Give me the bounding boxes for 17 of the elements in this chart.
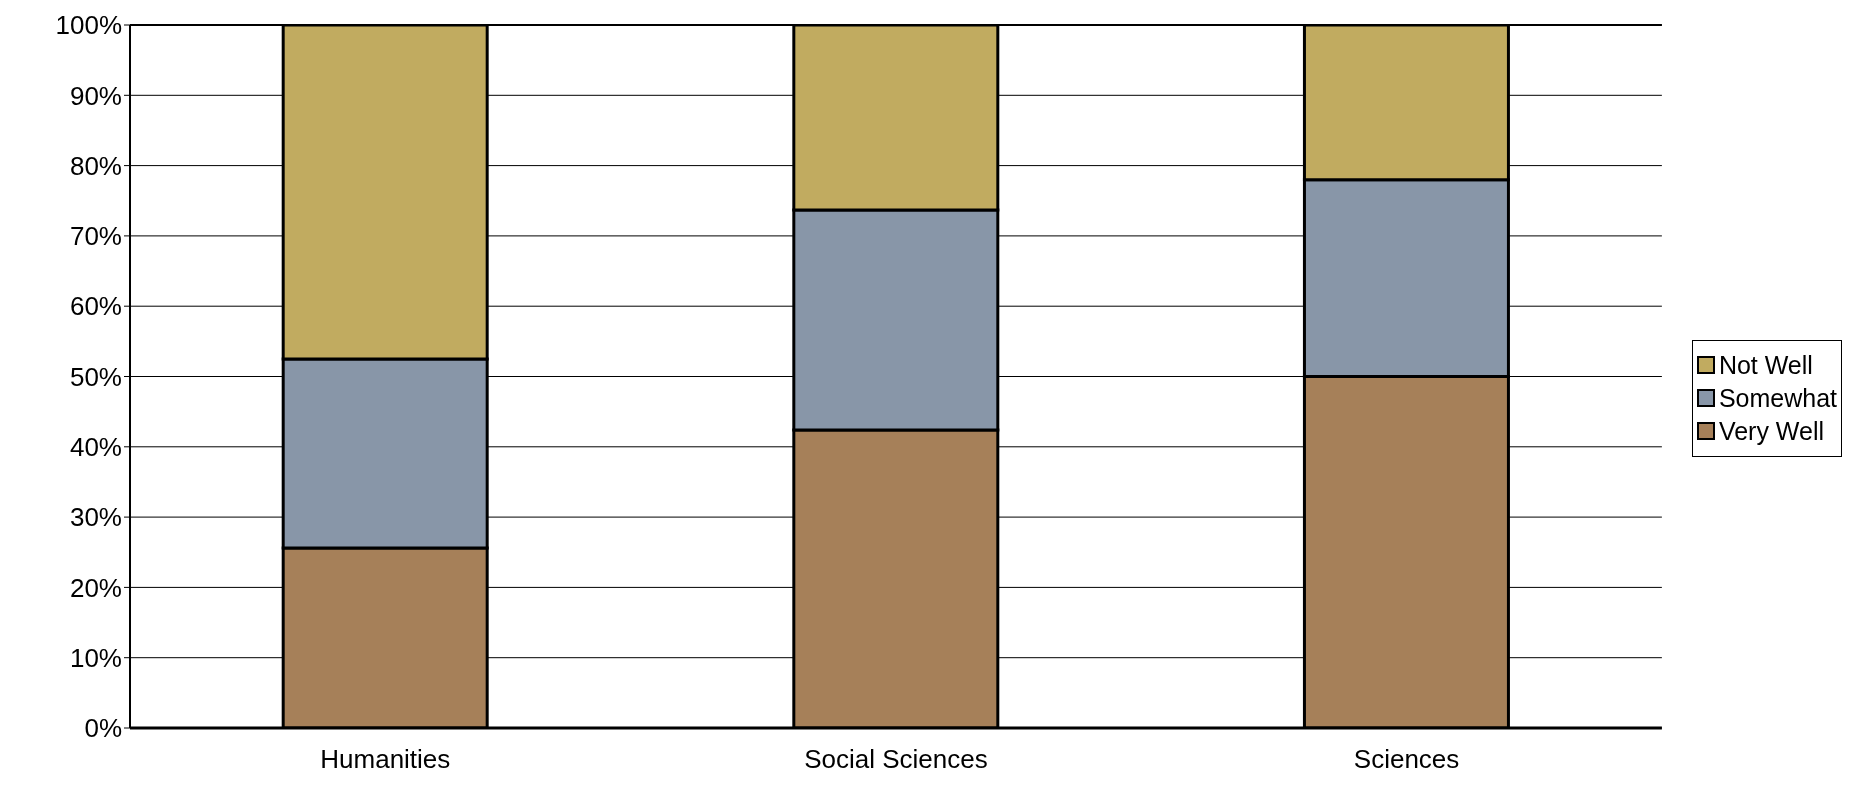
legend-label: Somewhat — [1718, 383, 1837, 413]
y-tick-label: 80% — [69, 150, 122, 181]
legend-label: Not Well — [1718, 350, 1813, 380]
x-tick-label: Sciences — [1353, 744, 1460, 775]
x-tick-label: Humanities — [320, 744, 451, 775]
y-tick-label: 70% — [69, 221, 122, 252]
y-tick-label: 50% — [69, 361, 122, 392]
y-tick-label: 40% — [69, 432, 122, 463]
legend-label: Very Well — [1718, 416, 1825, 446]
y-tick-label: 90% — [69, 80, 122, 111]
y-tick-label: 0% — [84, 713, 122, 744]
y-tick-label: 100% — [55, 10, 122, 41]
y-tick-label: 60% — [69, 291, 122, 322]
y-tick-label: 10% — [69, 642, 122, 673]
y-tick-label: 20% — [69, 572, 122, 603]
y-tick-label: 30% — [69, 502, 122, 533]
x-tick-label: Social Sciences — [804, 744, 988, 775]
